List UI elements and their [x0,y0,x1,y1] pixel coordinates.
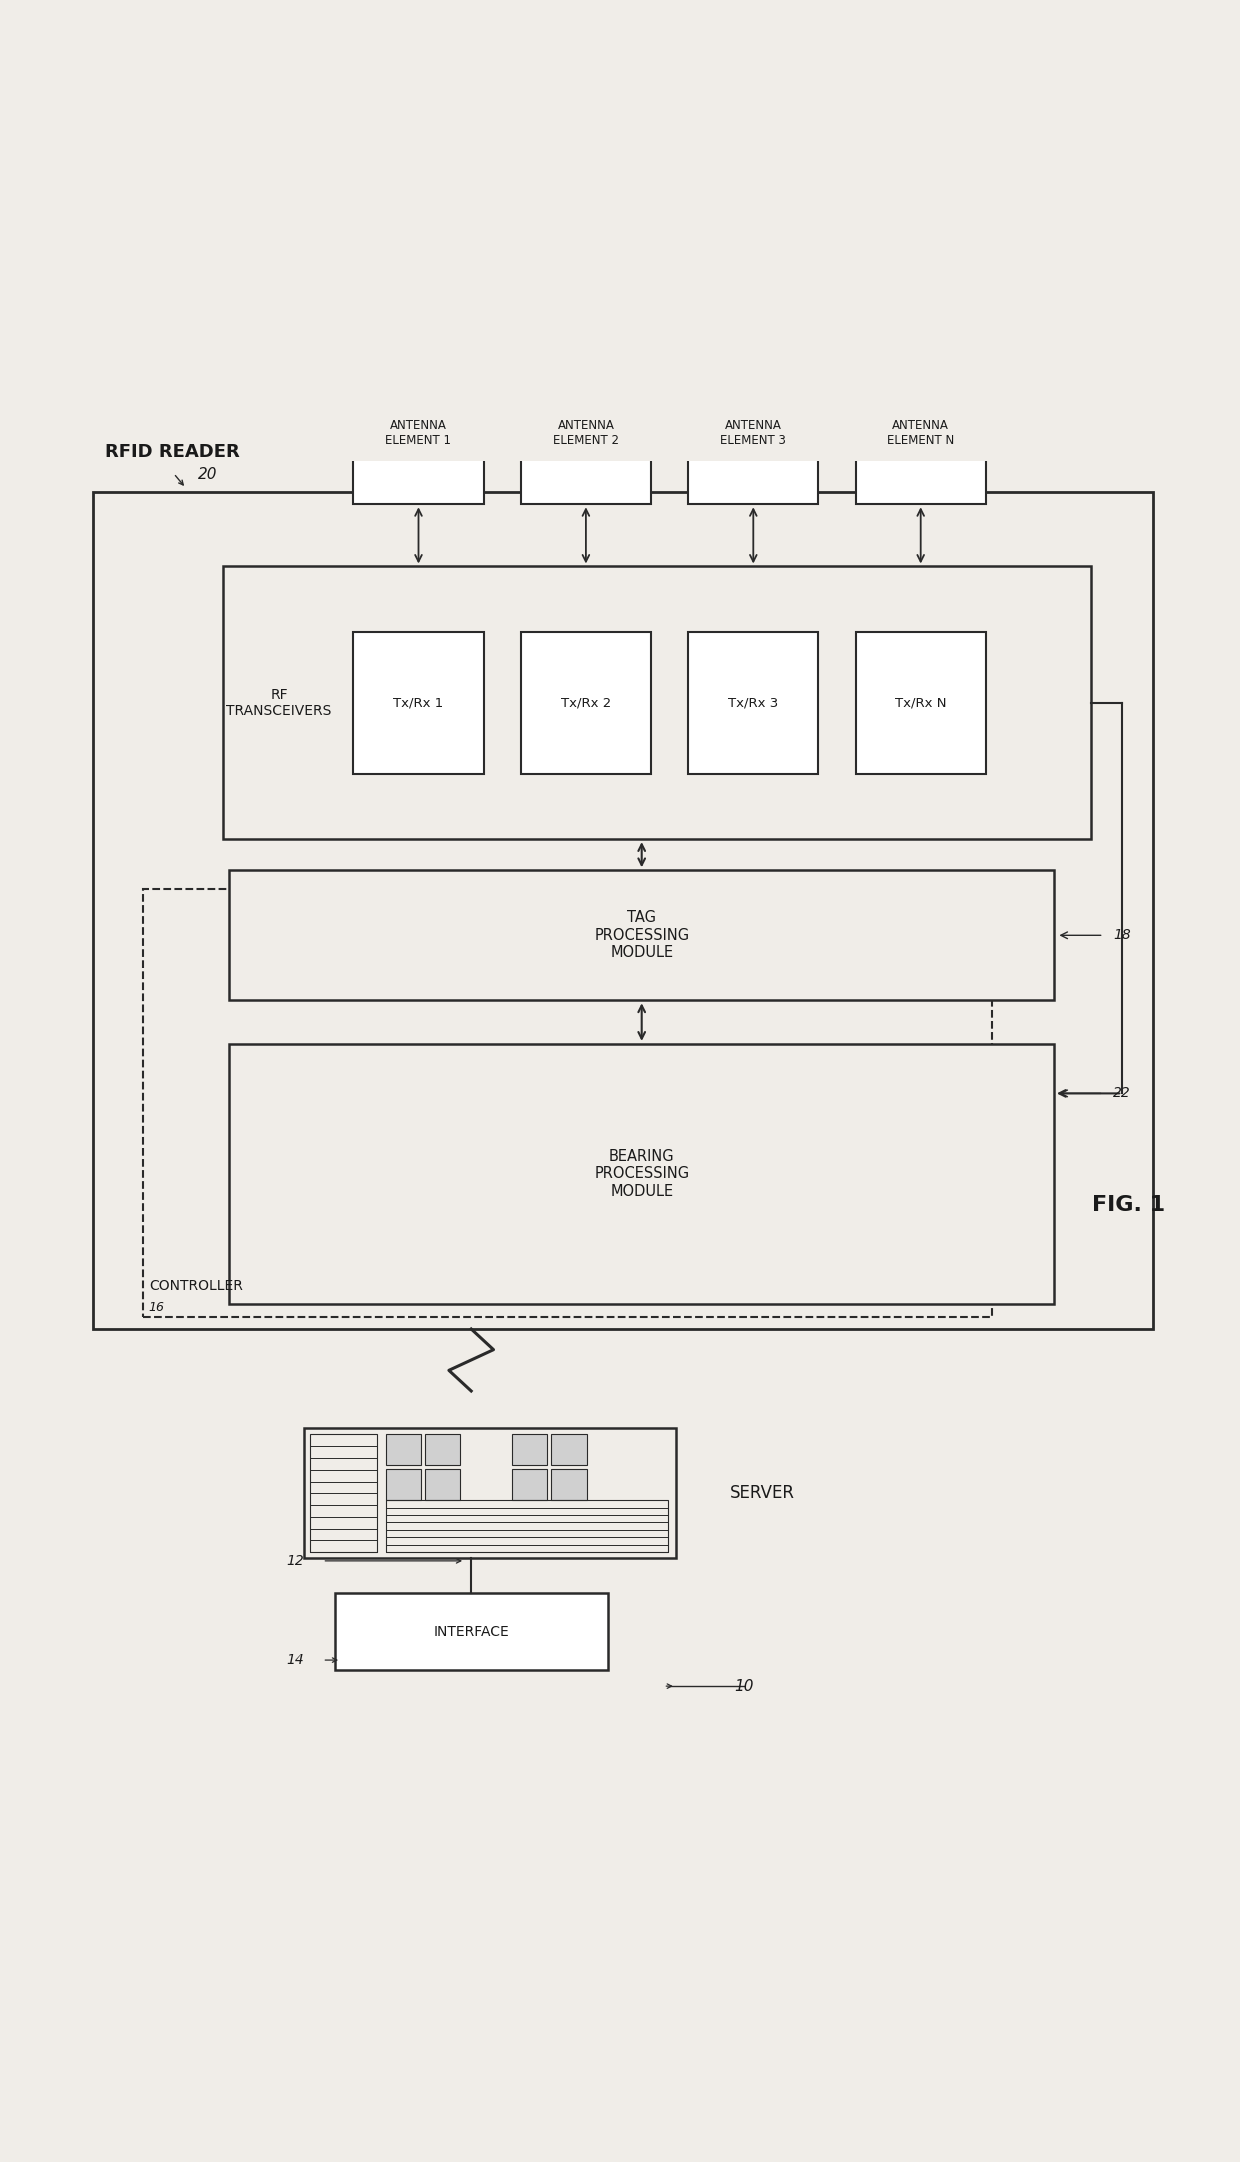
FancyBboxPatch shape [688,631,818,774]
Text: ANTENNA
ELEMENT N: ANTENNA ELEMENT N [887,419,955,448]
Text: RFID READER: RFID READER [105,443,241,461]
Text: 18: 18 [1114,927,1131,943]
Text: ANTENNA
ELEMENT 1: ANTENNA ELEMENT 1 [386,419,451,448]
FancyBboxPatch shape [335,1593,608,1669]
Text: 22: 22 [1114,1085,1131,1100]
FancyBboxPatch shape [386,1468,422,1500]
FancyBboxPatch shape [223,566,1091,839]
Text: INTERFACE: INTERFACE [433,1624,510,1639]
Text: 10: 10 [734,1678,754,1693]
Text: Tx/Rx 1: Tx/Rx 1 [393,696,444,709]
Text: CONTROLLER: CONTROLLER [149,1278,243,1293]
Text: 14: 14 [286,1654,304,1667]
FancyBboxPatch shape [512,1433,548,1466]
FancyBboxPatch shape [856,361,986,504]
FancyBboxPatch shape [353,631,484,774]
FancyBboxPatch shape [521,631,651,774]
FancyBboxPatch shape [353,361,484,504]
Text: ANTENNA
ELEMENT 3: ANTENNA ELEMENT 3 [720,419,786,448]
Text: 12: 12 [286,1554,304,1567]
Text: Tx/Rx 2: Tx/Rx 2 [560,696,611,709]
FancyBboxPatch shape [424,1468,460,1500]
FancyBboxPatch shape [229,1044,1054,1304]
Text: TAG
PROCESSING
MODULE: TAG PROCESSING MODULE [594,910,689,960]
Text: RF
TRANSCEIVERS: RF TRANSCEIVERS [227,688,331,718]
FancyBboxPatch shape [386,1433,422,1466]
Text: Tx/Rx N: Tx/Rx N [895,696,946,709]
Text: 20: 20 [198,467,218,482]
Text: ANTENNA
ELEMENT 2: ANTENNA ELEMENT 2 [553,419,619,448]
FancyBboxPatch shape [143,889,992,1317]
FancyBboxPatch shape [688,361,818,504]
FancyBboxPatch shape [552,1468,587,1500]
FancyBboxPatch shape [93,493,1153,1330]
Text: FIG. 1: FIG. 1 [1092,1196,1164,1215]
FancyBboxPatch shape [521,361,651,504]
FancyBboxPatch shape [304,1429,676,1559]
FancyBboxPatch shape [512,1468,548,1500]
Text: Tx/Rx 3: Tx/Rx 3 [728,696,779,709]
FancyBboxPatch shape [552,1433,587,1466]
FancyBboxPatch shape [856,631,986,774]
Text: 16: 16 [149,1302,165,1314]
FancyBboxPatch shape [424,1433,460,1466]
FancyBboxPatch shape [229,869,1054,1001]
Text: BEARING
PROCESSING
MODULE: BEARING PROCESSING MODULE [594,1148,689,1200]
Text: SERVER: SERVER [730,1485,795,1503]
